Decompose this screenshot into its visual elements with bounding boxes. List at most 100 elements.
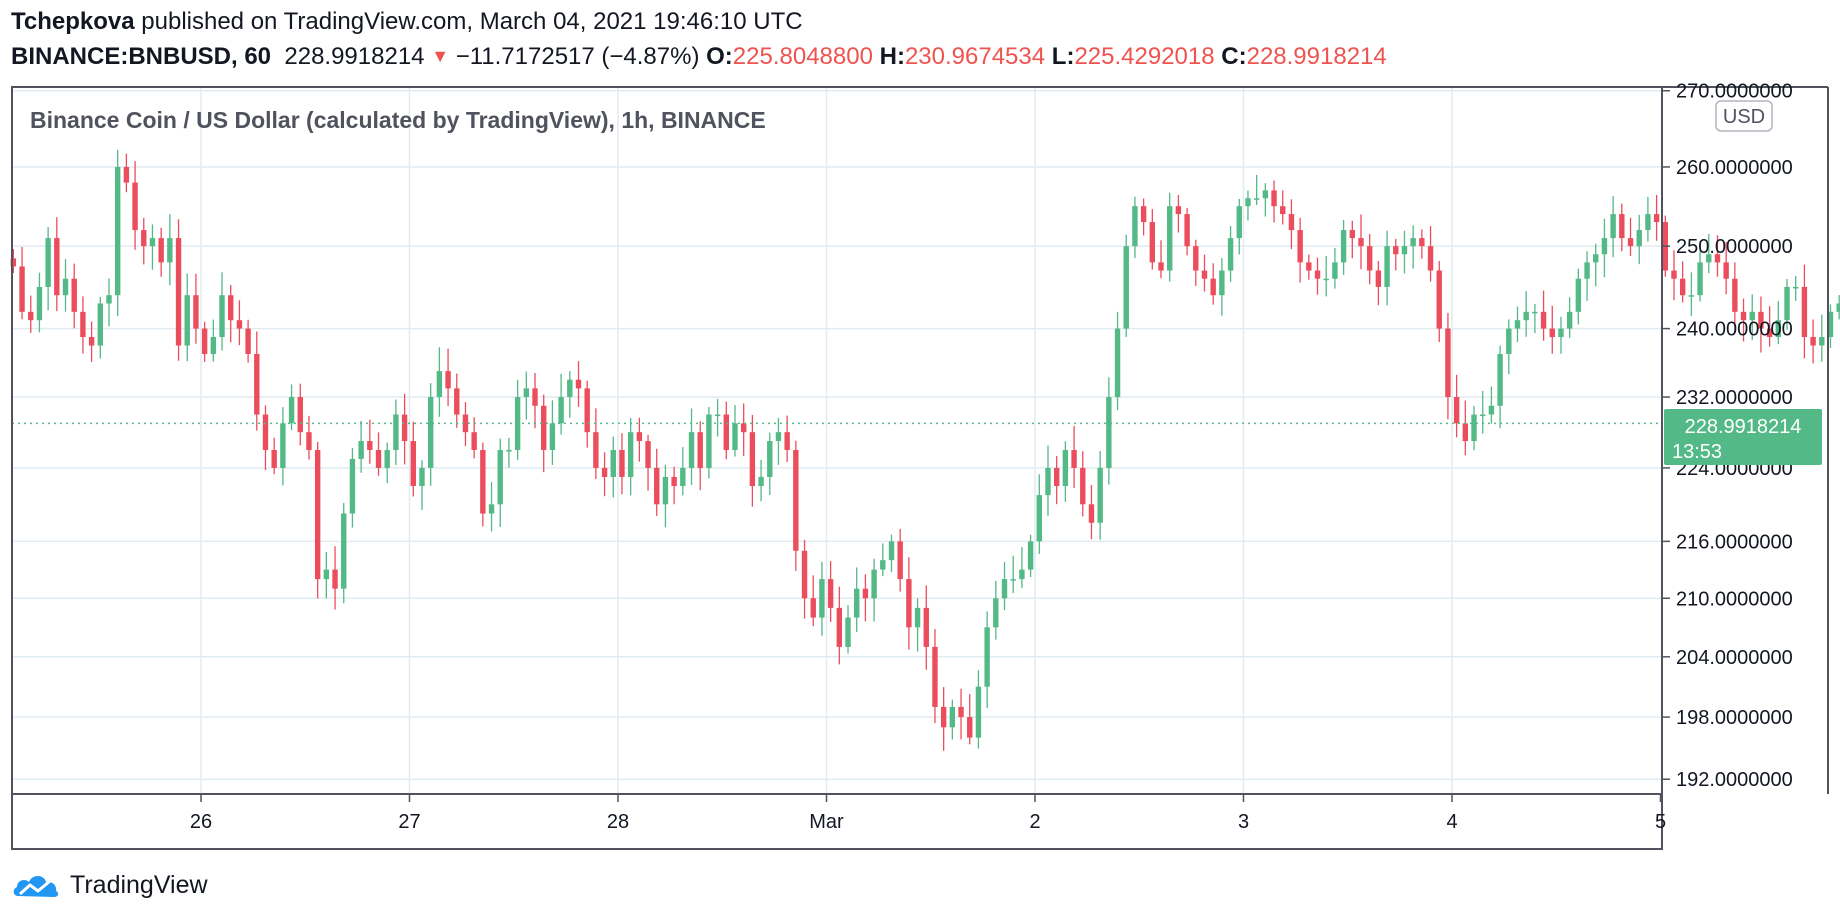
candle-down (236, 300, 243, 346)
price-tick-label: 192.0000000 (1676, 769, 1793, 791)
candle-up (323, 552, 330, 599)
candle-up (1384, 230, 1390, 306)
price-tick-label: 204.0000000 (1676, 647, 1793, 669)
candle-up (706, 406, 712, 479)
candle-up (610, 436, 616, 498)
candle-up (210, 319, 217, 362)
candle-up (280, 407, 286, 486)
candle-down (454, 373, 460, 428)
currency-label: USD (1723, 106, 1765, 128)
low-value: 225.4292018 (1074, 43, 1215, 70)
candle-up (1132, 196, 1138, 259)
candle-up (1749, 294, 1755, 341)
candle-down (193, 273, 199, 344)
candle-down (254, 331, 260, 431)
candle-down (1288, 199, 1295, 249)
candle-up (427, 383, 434, 486)
candle-up (1514, 306, 1521, 343)
candle-down (1358, 214, 1364, 270)
time-axis[interactable]: 26 27 28 Mar 2 3 4 5 (190, 794, 1666, 833)
price-tick-label: 250.0000000 (1676, 236, 1793, 258)
price-tick-label: 260.0000000 (1676, 157, 1793, 179)
grid (12, 87, 1662, 794)
price-tick-label: 198.0000000 (1676, 707, 1793, 729)
candle-up (1497, 345, 1503, 429)
candle-down (671, 466, 677, 505)
candle-up (1253, 174, 1260, 206)
candle-down (1679, 261, 1686, 303)
candle-down (480, 442, 486, 527)
candle-down (836, 586, 843, 665)
price-tick-label: 210.0000000 (1676, 588, 1793, 610)
candle-up (497, 438, 503, 527)
candle-up (523, 371, 530, 420)
candle-down (88, 321, 95, 362)
candle-down (1193, 239, 1199, 286)
candle-up (1167, 192, 1173, 282)
candle-down (1175, 194, 1182, 233)
candle-up (775, 417, 782, 465)
candle-up (1784, 279, 1790, 330)
high-value: 230.9674534 (904, 43, 1046, 70)
candle-up (419, 460, 425, 510)
candle-up (549, 400, 556, 465)
open-label: O: (706, 43, 733, 70)
candle-up (914, 598, 921, 652)
candle-up (1506, 319, 1512, 375)
candle-down (1080, 451, 1086, 517)
candle-down (175, 219, 182, 361)
candle-up (384, 442, 390, 484)
author-name[interactable]: Tchepkova (11, 8, 135, 35)
candle-down (80, 296, 86, 354)
time-tick-label: 4 (1446, 811, 1457, 833)
candle-up (1340, 219, 1347, 275)
tradingview-logo[interactable]: TradingView (12, 870, 208, 900)
chart-legend-title: Binance Coin / US Dollar (calculated by … (30, 107, 766, 133)
currency-badge[interactable]: USD (1715, 100, 1773, 132)
candle-down (1732, 262, 1738, 333)
candle-up (819, 561, 825, 636)
candle-up (1262, 183, 1269, 217)
candle-down (1393, 238, 1399, 271)
candle-down (271, 437, 277, 475)
candle-up (1401, 230, 1408, 274)
candle-down (1436, 261, 1442, 342)
close-label: C: (1221, 43, 1247, 70)
candle-down (401, 393, 408, 465)
candle-down (1140, 198, 1147, 236)
time-tick-label: 3 (1238, 811, 1249, 833)
candle-down (228, 285, 234, 343)
candle-up (688, 408, 695, 485)
candle-up (1793, 275, 1799, 302)
candle-up (888, 534, 895, 573)
candle-down (1740, 298, 1747, 342)
candle-up (1236, 198, 1242, 255)
candle-down (1445, 312, 1451, 420)
candle-down (332, 546, 338, 610)
candle-down (1349, 220, 1355, 259)
candle-up (1827, 304, 1834, 348)
candle-down (1088, 485, 1095, 540)
candle-down (584, 380, 590, 448)
candle-up (219, 272, 225, 351)
candle-up (993, 580, 999, 640)
candle-down (1306, 254, 1312, 280)
candle-down (740, 403, 747, 457)
candle-up (1219, 258, 1225, 316)
candle-down (1671, 250, 1677, 301)
candle-down (636, 417, 643, 462)
candle-up (1488, 386, 1495, 424)
candle-up (1688, 272, 1695, 317)
candle-down (1366, 234, 1373, 285)
close-value: 228.9918214 (1246, 43, 1387, 70)
candle-up (167, 214, 173, 286)
candle-down (158, 227, 164, 277)
candle-up (1775, 301, 1782, 345)
candle-down (314, 441, 321, 599)
symbol-label: BINANCE:BNBUSD, 60 (11, 43, 272, 70)
candle-up (1584, 251, 1590, 301)
candle-up (506, 437, 512, 468)
tradingview-cloud-icon (13, 876, 59, 897)
candle-down (1427, 226, 1434, 282)
